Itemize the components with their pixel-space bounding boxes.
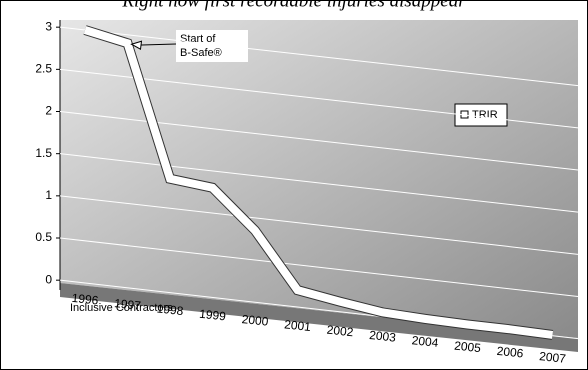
annotation-box: [176, 30, 248, 62]
y-tick-label: 1: [45, 188, 52, 202]
x-tick-label: 1997: [114, 296, 142, 313]
y-tick-label: 2.5: [35, 62, 52, 76]
x-tick-label: 2007: [539, 349, 567, 366]
annotation: Start of B-Safe®: [180, 33, 222, 59]
grid-line: [59, 237, 579, 298]
x-tick-label: 2003: [369, 328, 397, 345]
legend-label: TRIR: [472, 109, 498, 121]
legend: [454, 103, 508, 127]
x-tick-label: 1996: [71, 291, 99, 308]
x-tick-label: 2002: [326, 323, 354, 340]
grid-line: [59, 68, 579, 129]
chart-title: Right now first recordable injuries disa…: [121, 0, 466, 11]
grid-line: [59, 111, 579, 171]
grid-line: [59, 153, 579, 213]
arrow-head: [130, 40, 143, 51]
grid-line: [59, 26, 579, 87]
x-tick-label: 2000: [241, 312, 269, 329]
y-tick-label: 3: [45, 19, 52, 33]
x-tick-label: 1999: [199, 307, 227, 324]
y-tick-label: 0: [45, 272, 52, 286]
grid-line: [59, 195, 579, 255]
floor: [60, 283, 578, 352]
x-tick-label: 2001: [284, 317, 312, 334]
x-axis-title: Inclusive Contractors: [70, 302, 173, 314]
y-tick-label: 0.5: [35, 230, 52, 244]
line-series: [83, 26, 554, 339]
x-tick-label: 1998: [156, 301, 184, 318]
x-tick-label: 2005: [454, 339, 482, 356]
x-tick-label: 2006: [496, 344, 524, 361]
x-tick-label: 2004: [411, 333, 439, 350]
back-wall: [60, 20, 578, 338]
y-tick-label: 1.5: [35, 146, 52, 160]
y-tick-label: 2: [45, 104, 52, 118]
